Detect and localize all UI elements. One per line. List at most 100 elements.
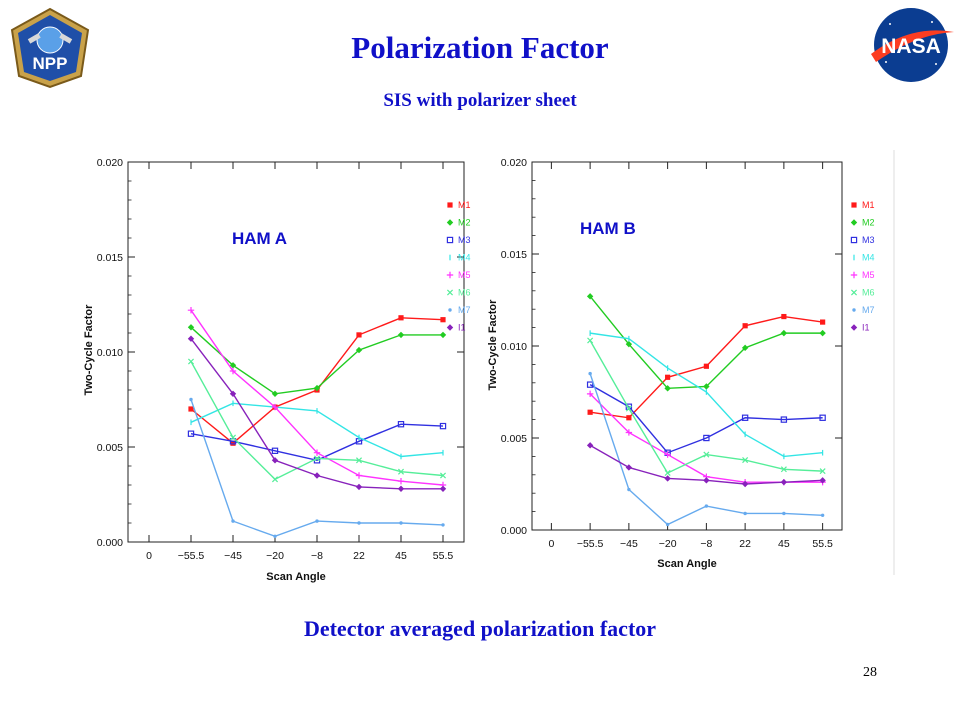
series-line-m3 <box>589 384 823 454</box>
x-tick-label: 45 <box>395 550 407 562</box>
data-point-m1 <box>587 409 593 415</box>
data-point-m6 <box>780 466 787 473</box>
data-point-m5 <box>586 390 594 398</box>
series-layer <box>586 293 826 527</box>
x-tick-label: 22 <box>739 538 751 550</box>
data-point-i1 <box>439 485 447 492</box>
data-point-m2 <box>703 383 710 390</box>
data-point-m5 <box>625 429 633 436</box>
series-line-m3 <box>190 423 444 462</box>
data-point-i1 <box>229 390 237 397</box>
data-point-i1 <box>355 483 363 491</box>
data-point-m2 <box>586 293 594 300</box>
data-point-i1 <box>313 472 321 479</box>
data-point-m6 <box>819 468 826 475</box>
legend-marker-m2 <box>850 219 858 226</box>
series-layer <box>187 307 447 538</box>
data-point-i1 <box>741 480 749 488</box>
data-point-m7 <box>441 523 445 527</box>
legend-marker-m1 <box>447 202 453 208</box>
legend-label-m4: M4 <box>458 253 471 263</box>
x-tick-label: 22 <box>353 550 365 562</box>
data-point-m2 <box>664 385 671 392</box>
legend-label-m2: M2 <box>862 218 875 228</box>
panel-label: HAM B <box>580 219 636 238</box>
data-point-i1 <box>819 477 826 484</box>
y-tick-label: 0.015 <box>501 249 527 261</box>
x-tick-label: 55.5 <box>812 538 833 550</box>
data-point-m6 <box>439 472 447 479</box>
y-axis-ticks: 0.000 0.005 0.010 0.015 0.020 <box>501 157 842 537</box>
y-tick-label: 0.020 <box>97 157 123 169</box>
data-point-m5 <box>187 307 195 314</box>
data-point-m6 <box>313 455 321 462</box>
data-point-m7 <box>820 513 825 517</box>
x-axis-ticks: 0 −55.5 −45 −20 −8 22 45 55.5 <box>548 162 833 550</box>
x-tick-label: −55.5 <box>577 538 604 550</box>
page-number: 28 <box>863 665 877 680</box>
legend-marker-i1 <box>850 324 858 331</box>
legend-label-m3: M3 <box>862 235 875 245</box>
x-tick-label: 45 <box>778 538 790 550</box>
y-tick-label: 0.015 <box>97 252 123 264</box>
data-point-m5 <box>397 478 405 485</box>
y-tick-label: 0.000 <box>97 537 123 549</box>
data-point-m6 <box>397 468 405 475</box>
data-point-m7 <box>665 522 670 527</box>
data-point-m2 <box>819 329 826 337</box>
x-tick-label: −45 <box>224 550 242 562</box>
data-point-i1 <box>780 478 788 486</box>
x-axis-ticks: 0 −55.5 −45 −20 −8 22 45 55.5 <box>146 162 453 562</box>
data-point-i1 <box>664 475 671 482</box>
x-tick-label: −8 <box>311 550 323 562</box>
x-tick-label: −20 <box>266 550 284 562</box>
legend-label-m6: M6 <box>458 288 471 298</box>
legend-label-m7: M7 <box>458 305 471 315</box>
legend: M1 M2 M3 M4 M5 M6 M7 I1 <box>850 200 875 333</box>
data-point-m6 <box>355 457 363 464</box>
data-point-m7 <box>315 519 319 523</box>
x-tick-label: −20 <box>659 538 677 550</box>
data-point-m6 <box>587 337 594 344</box>
legend-marker-m6 <box>446 289 454 296</box>
x-axis-title: Scan Angle <box>657 558 717 570</box>
data-point-m2 <box>625 340 633 348</box>
nasa-logo: NASA <box>871 8 954 82</box>
data-point-m7 <box>704 504 709 508</box>
data-point-m5 <box>355 472 363 479</box>
legend-label-m6: M6 <box>862 288 875 298</box>
x-tick-label: −45 <box>620 538 638 550</box>
x-tick-label: 0 <box>548 538 554 550</box>
data-point-m2 <box>741 344 749 352</box>
data-point-m6 <box>625 405 632 412</box>
slide-subtitle: SIS with polarizer sheet <box>383 90 577 111</box>
y-tick-label: 0.005 <box>501 433 527 445</box>
data-point-m1 <box>230 440 236 446</box>
x-tick-label: 55.5 <box>433 550 454 562</box>
legend-marker-m1 <box>851 202 857 208</box>
data-point-m3 <box>439 422 447 430</box>
data-point-m2 <box>780 329 788 337</box>
legend-marker-m7 <box>852 308 856 312</box>
legend-marker-m5 <box>446 271 454 279</box>
data-point-m6 <box>271 476 279 483</box>
data-point-m6 <box>742 457 749 464</box>
data-point-m7 <box>231 519 235 523</box>
legend-label-m5: M5 <box>458 270 471 280</box>
legend-label-m4: M4 <box>862 253 875 263</box>
x-axis-title: Scan Angle <box>266 571 326 583</box>
panel-label: HAM A <box>232 229 287 248</box>
data-point-m6 <box>187 358 195 365</box>
x-tick-label: −8 <box>700 538 712 550</box>
data-point-m3 <box>741 414 749 421</box>
y-tick-label: 0.010 <box>501 341 527 353</box>
data-point-m1 <box>356 332 362 338</box>
data-point-m5 <box>271 403 279 411</box>
data-point-i1 <box>625 464 633 471</box>
data-point-m3 <box>780 416 788 423</box>
y-axis-title: Two-Cycle Factor <box>488 299 499 391</box>
data-point-m6 <box>703 451 710 458</box>
legend-label-i1: I1 <box>862 323 870 333</box>
data-point-m2 <box>229 362 237 369</box>
data-point-m1 <box>398 315 404 321</box>
